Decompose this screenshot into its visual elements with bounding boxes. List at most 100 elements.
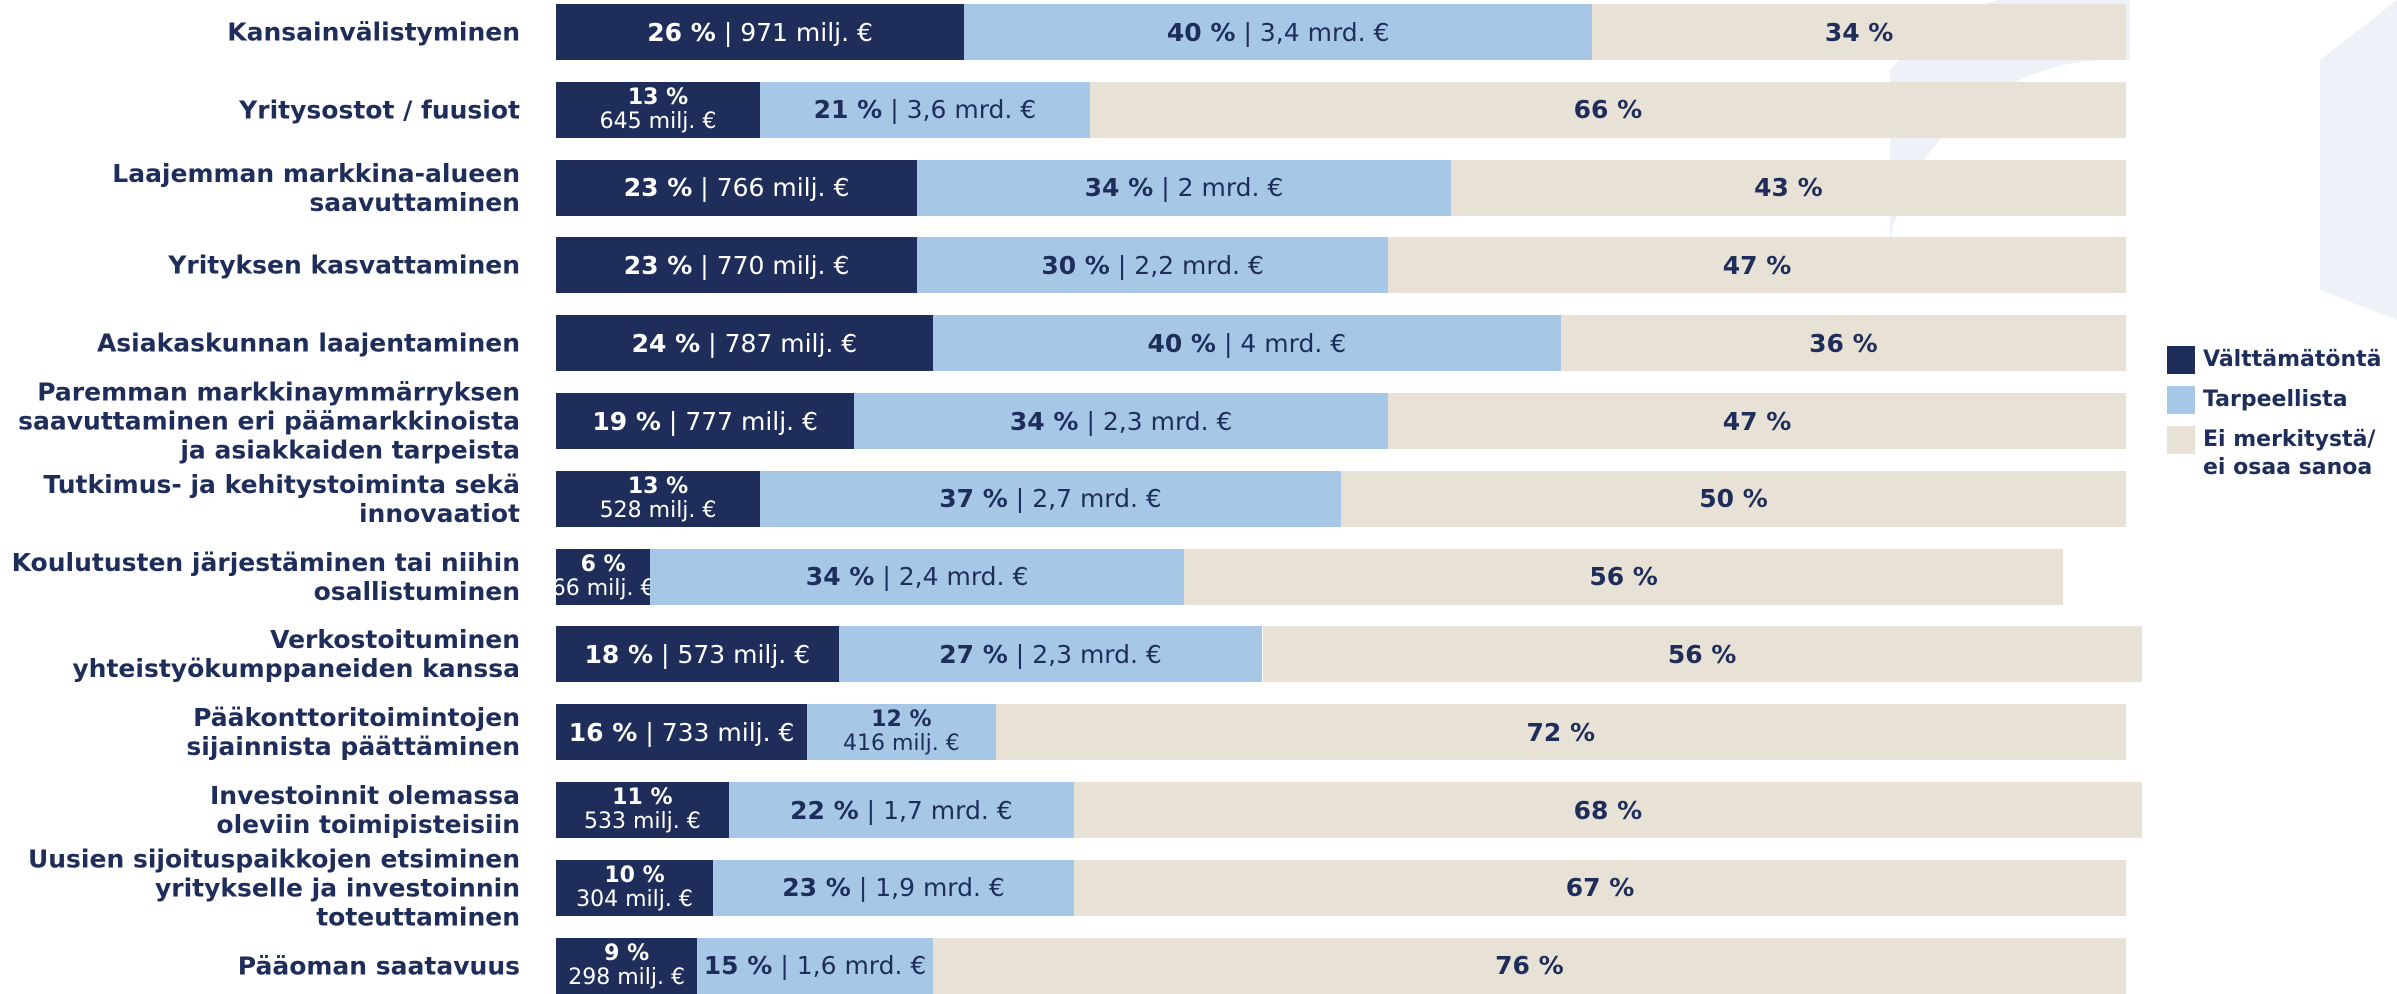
data-label: 15 % | 1,6 mrd. € xyxy=(697,938,933,994)
data-label: 68 % xyxy=(1074,782,2142,838)
bar-segment-needed xyxy=(964,4,1593,60)
data-label: 22 % | 1,7 mrd. € xyxy=(729,782,1074,838)
data-label-separator: | xyxy=(700,173,709,203)
data-label-percent: 34 % xyxy=(1824,17,1894,47)
data-label-amount: 2,3 mrd. € xyxy=(1102,406,1233,436)
data-label-percent: 56 % xyxy=(1667,639,1737,669)
data-label-separator: | xyxy=(1243,17,1252,47)
data-label-amount: 528 milj. € xyxy=(599,497,717,523)
data-label: 30 % | 2,2 mrd. € xyxy=(917,237,1388,293)
data-label-separator: | xyxy=(700,250,709,280)
data-label: 47 % xyxy=(1388,237,2126,293)
legend-label: Välttämätöntä xyxy=(2203,347,2382,372)
data-label-percent: 16 % xyxy=(568,717,638,747)
data-label-percent: 15 % xyxy=(703,951,773,981)
bar-segment-none xyxy=(1560,315,2126,372)
data-label-percent: 30 % xyxy=(1041,250,1110,280)
data-label-amount: 298 milj. € xyxy=(568,964,686,990)
data-label-amount: 2,2 mrd. € xyxy=(1134,250,1264,280)
data-label-amount: 3,6 mrd. € xyxy=(906,95,1037,125)
data-label-amount: 66 milj. € xyxy=(551,575,655,601)
data-label-percent: 11 % xyxy=(612,785,673,810)
bar-segment-essential xyxy=(556,159,918,216)
data-label-percent: 72 % xyxy=(1526,717,1596,747)
data-label: 26 % | 971 milj. € xyxy=(556,4,964,60)
bar-segment-none xyxy=(1592,4,2126,60)
category-label: Yrityksen kasvattaminen xyxy=(168,250,520,280)
data-label-percent: 6 % xyxy=(580,551,626,577)
bar-segment-needed xyxy=(807,704,996,761)
data-label-amount: 645 milj. € xyxy=(599,108,717,134)
data-label-amount: 304 milj. € xyxy=(576,886,693,912)
data-label-amount: 733 milj. € xyxy=(661,717,795,747)
data-label-separator: | xyxy=(645,717,654,747)
data-label: 40 % | 3,4 mrd. € xyxy=(964,4,1592,60)
data-label: 76 % xyxy=(933,938,2126,994)
data-label: 34 % | 2,4 mrd. € xyxy=(650,549,1184,605)
data-label-percent: 23 % xyxy=(623,250,693,280)
data-label: 19 % | 777 milj. € xyxy=(556,393,854,449)
data-label-separator: | xyxy=(866,795,876,825)
data-label-separator: | xyxy=(780,951,789,981)
data-label-percent: 40 % xyxy=(1147,328,1216,358)
data-label-amount: 2,4 mrd. € xyxy=(898,562,1029,592)
data-label: 56 % xyxy=(1263,626,2142,682)
data-label-percent: 36 % xyxy=(1809,328,1878,358)
bar-segment-essential xyxy=(556,470,761,527)
data-label-percent: 12 % xyxy=(871,707,932,733)
data-label-amount: 573 milj. € xyxy=(677,639,811,669)
data-label: 24 % | 787 milj. € xyxy=(556,315,933,371)
legend-item-essential: Välttämätöntä xyxy=(2167,346,2382,374)
data-label-percent: 10 % xyxy=(604,862,665,888)
data-label-amount: 416 milj. € xyxy=(843,731,960,757)
data-label: 18 % | 573 milj. € xyxy=(556,626,839,682)
data-label-percent: 47 % xyxy=(1722,406,1792,436)
legend-swatch xyxy=(2167,426,2195,454)
data-label-percent: 18 % xyxy=(584,639,654,669)
data-label: 10 % 304 milj. € xyxy=(556,860,713,916)
data-label-percent: 13 % xyxy=(627,84,689,110)
chart-legend: Välttämätöntä Tarpeellista Ei merkitystä/ … xyxy=(2167,346,2382,494)
bar-segment-none xyxy=(1074,859,2126,916)
data-label-separator: | xyxy=(882,562,891,592)
category-label: Yritysostot / fuusiot xyxy=(239,95,520,125)
data-label: 40 % | 4 mrd. € xyxy=(933,315,1561,371)
data-label: 34 % xyxy=(1592,4,2126,60)
data-label: 34 % | 2,3 mrd. € xyxy=(854,393,1388,449)
data-label: 43 % xyxy=(1451,160,2126,216)
bar-segment-needed xyxy=(650,548,1184,605)
data-label-amount: 1,7 mrd. € xyxy=(883,795,1013,825)
bar-segment-essential xyxy=(556,782,729,838)
data-label-separator: | xyxy=(1161,173,1170,203)
data-label-amount: 2,3 mrd. € xyxy=(1032,639,1162,669)
category-label: Koulutusten järjestäminen tai niihin osa… xyxy=(11,547,520,606)
data-label-percent: 21 % xyxy=(813,95,883,125)
data-label-amount: 770 milj. € xyxy=(716,250,850,280)
data-label: 47 % xyxy=(1388,393,2126,449)
category-label: Pääkonttoritoimintojen sijainnista päätt… xyxy=(186,703,520,762)
data-label-percent: 13 % xyxy=(627,473,689,499)
data-label-percent: 23 % xyxy=(623,173,693,203)
data-label-percent: 27 % xyxy=(939,639,1008,669)
data-label-amount: 971 milj. € xyxy=(740,17,873,47)
data-label-amount: 2,7 mrd. € xyxy=(1032,484,1162,514)
bar-segment-essential xyxy=(556,704,808,761)
data-label-amount: 1,9 mrd. € xyxy=(875,873,1005,903)
data-label-percent: 76 % xyxy=(1495,951,1564,981)
data-label-percent: 37 % xyxy=(939,484,1008,514)
data-label: 23 % | 766 milj. € xyxy=(556,160,917,216)
data-label-separator: | xyxy=(723,17,733,47)
category-label: Uusien sijoituspaikkojen etsiminen yrity… xyxy=(27,844,520,932)
data-label: 34 % | 2 mrd. € xyxy=(917,160,1451,216)
data-label-percent: 67 % xyxy=(1565,873,1635,903)
bar-segment-essential xyxy=(556,4,965,60)
data-label: 37 % | 2,7 mrd. € xyxy=(760,471,1341,527)
bar-segment-none xyxy=(1262,626,2142,683)
data-label-separator: | xyxy=(1015,484,1025,514)
data-label: 67 % xyxy=(1074,860,2126,916)
bar-segment-none xyxy=(1074,782,2142,838)
data-label-percent: 22 % xyxy=(790,795,859,825)
data-label-separator: | xyxy=(1086,406,1095,436)
category-label: Laajemman markkina-alueen saavuttaminen xyxy=(112,158,520,217)
data-label-amount: 533 milj. € xyxy=(583,809,701,834)
